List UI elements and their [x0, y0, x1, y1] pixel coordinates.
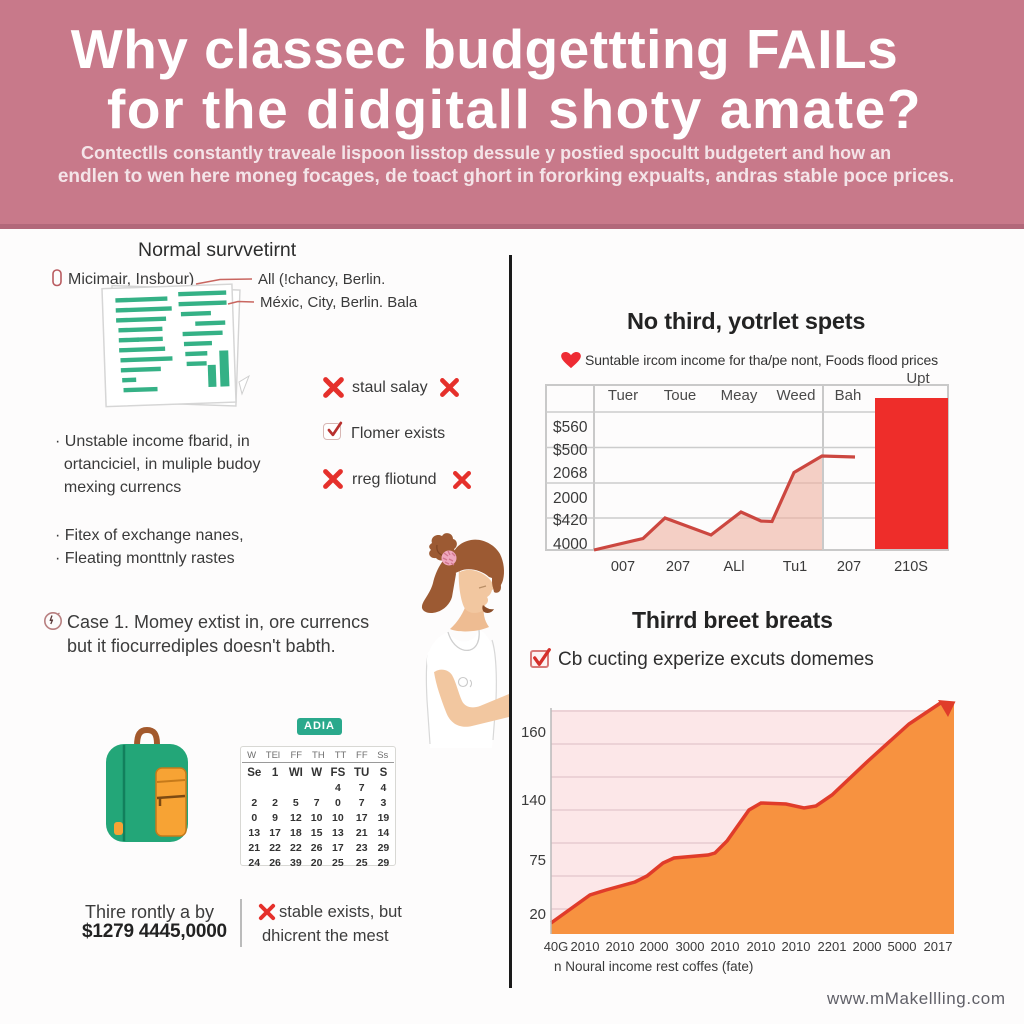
svg-text:Meay: Meay [721, 387, 758, 404]
svg-text:2010: 2010 [782, 939, 811, 954]
svg-text:2201: 2201 [818, 939, 847, 954]
svg-text:Bah: Bah [835, 387, 862, 404]
svg-text:2068: 2068 [553, 465, 587, 482]
svg-text:Toue: Toue [664, 387, 697, 404]
svg-text:75: 75 [529, 852, 546, 869]
svg-text:2000: 2000 [640, 939, 669, 954]
svg-text:4000: 4000 [553, 536, 588, 553]
svg-text:40G: 40G [544, 939, 569, 954]
svg-text:5000: 5000 [888, 939, 917, 954]
svg-text:2010: 2010 [747, 939, 776, 954]
svg-text:007: 007 [611, 559, 635, 575]
svg-text:$560: $560 [553, 419, 588, 436]
svg-text:207: 207 [837, 559, 861, 575]
svg-text:n Noural income rest coffes (f: n Noural income rest coffes (fate) [554, 959, 753, 974]
svg-text:210S: 210S [894, 559, 928, 575]
svg-text:Tuer: Tuer [608, 387, 638, 404]
svg-text:$420: $420 [553, 512, 588, 529]
svg-text:Upt: Upt [906, 370, 930, 387]
svg-text:2000: 2000 [553, 490, 588, 507]
svg-text:$500: $500 [553, 442, 588, 459]
svg-text:207: 207 [666, 559, 690, 575]
svg-text:2000: 2000 [853, 939, 882, 954]
svg-text:Tu1: Tu1 [783, 559, 807, 575]
svg-text:2017: 2017 [924, 939, 953, 954]
svg-text:20: 20 [529, 906, 546, 923]
svg-text:ALl: ALl [724, 559, 745, 575]
svg-text:140: 140 [521, 792, 546, 809]
svg-text:Weed: Weed [777, 387, 816, 404]
svg-text:160: 160 [521, 724, 546, 741]
svg-text:2010: 2010 [711, 939, 740, 954]
svg-text:2010: 2010 [606, 939, 635, 954]
svg-text:2010: 2010 [571, 939, 600, 954]
svg-text:3000: 3000 [676, 939, 705, 954]
